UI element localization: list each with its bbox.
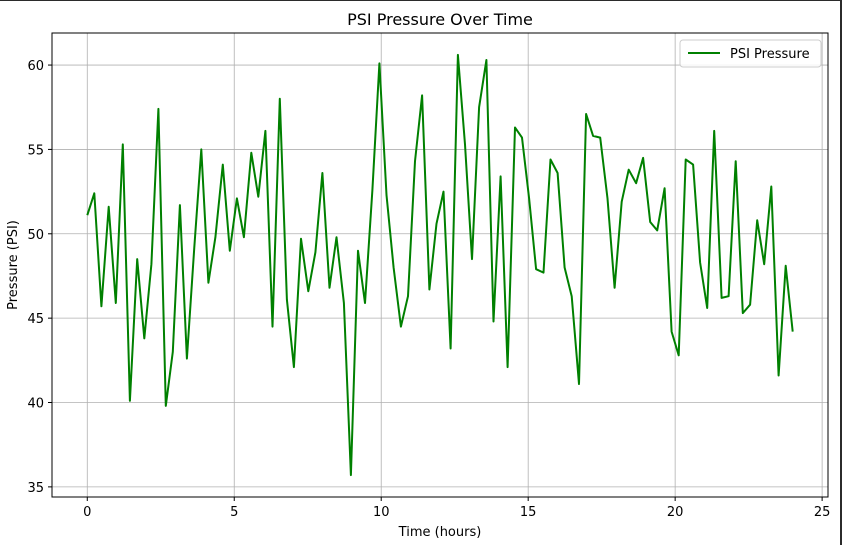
y-tick-label: 60	[27, 59, 44, 74]
y-tick-label: 45	[27, 312, 44, 327]
x-tick-label: 0	[83, 505, 91, 520]
x-tick-label: 20	[667, 505, 684, 520]
x-tick-label: 5	[230, 505, 238, 520]
grid	[52, 33, 828, 497]
chart-title: PSI Pressure Over Time	[347, 10, 533, 29]
x-tick-label: 25	[814, 505, 831, 520]
x-tick-label: 10	[373, 505, 390, 520]
y-tick-label: 40	[27, 397, 44, 412]
y-tick-label: 50	[27, 228, 44, 243]
x-axis-label: Time (hours)	[398, 525, 482, 540]
y-tick-label: 55	[27, 143, 44, 158]
axes-frame	[51, 32, 829, 498]
legend-box	[679, 39, 822, 68]
y-axis-ticks: 35 40 45 50 55 60	[27, 59, 52, 496]
legend-label-psi-pressure: PSI Pressure	[730, 47, 810, 62]
y-axis-label: Pressure (PSI)	[6, 220, 21, 310]
series-group	[86, 53, 794, 477]
legend: PSI Pressure	[679, 39, 822, 68]
series-line-psi-pressure	[86, 53, 794, 477]
x-tick-label: 15	[520, 505, 537, 520]
y-tick-label: 35	[27, 481, 44, 496]
x-axis-ticks: 0 5 10 15 20 25	[83, 497, 830, 520]
